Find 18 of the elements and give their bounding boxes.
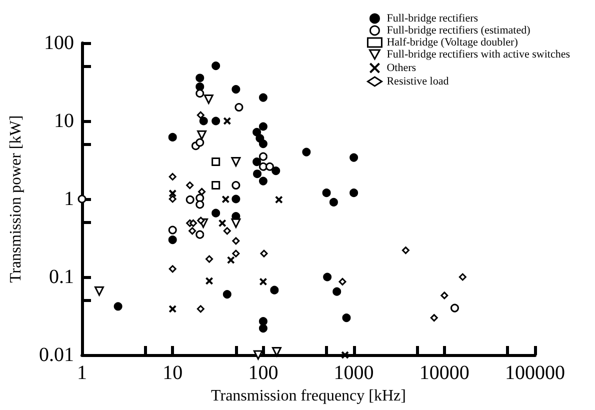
- y-tick-label: 0.01: [39, 344, 74, 366]
- legend-label: Full-bridge rectifiers: [386, 12, 478, 24]
- y-tick-label: 1: [64, 188, 74, 210]
- y-tick-label: 10: [54, 110, 74, 132]
- x-tick-label: 1000: [334, 362, 374, 384]
- y-axis-title: Transmission power [kW]: [8, 115, 24, 283]
- x-tick-label: 10000: [419, 362, 470, 384]
- x-axis-title: Transmission frequency [kHz]: [211, 387, 406, 404]
- x-tick-label: 100000: [505, 362, 565, 384]
- x-tick-label: 10: [162, 362, 183, 384]
- legend-label: Resistive load: [386, 76, 450, 88]
- legend-label: Others: [386, 62, 416, 74]
- y-tick-label: 100: [44, 32, 74, 54]
- legend-label: Half-bridge (Voltage doubler): [386, 36, 518, 48]
- legend-label: Full-bridge rectifiers (estimated): [386, 24, 531, 36]
- x-tick-label: 100: [248, 362, 278, 384]
- legend-label: Full-bridge rectifiers with active switches: [386, 48, 570, 60]
- y-tick-label: 0.1: [49, 266, 74, 288]
